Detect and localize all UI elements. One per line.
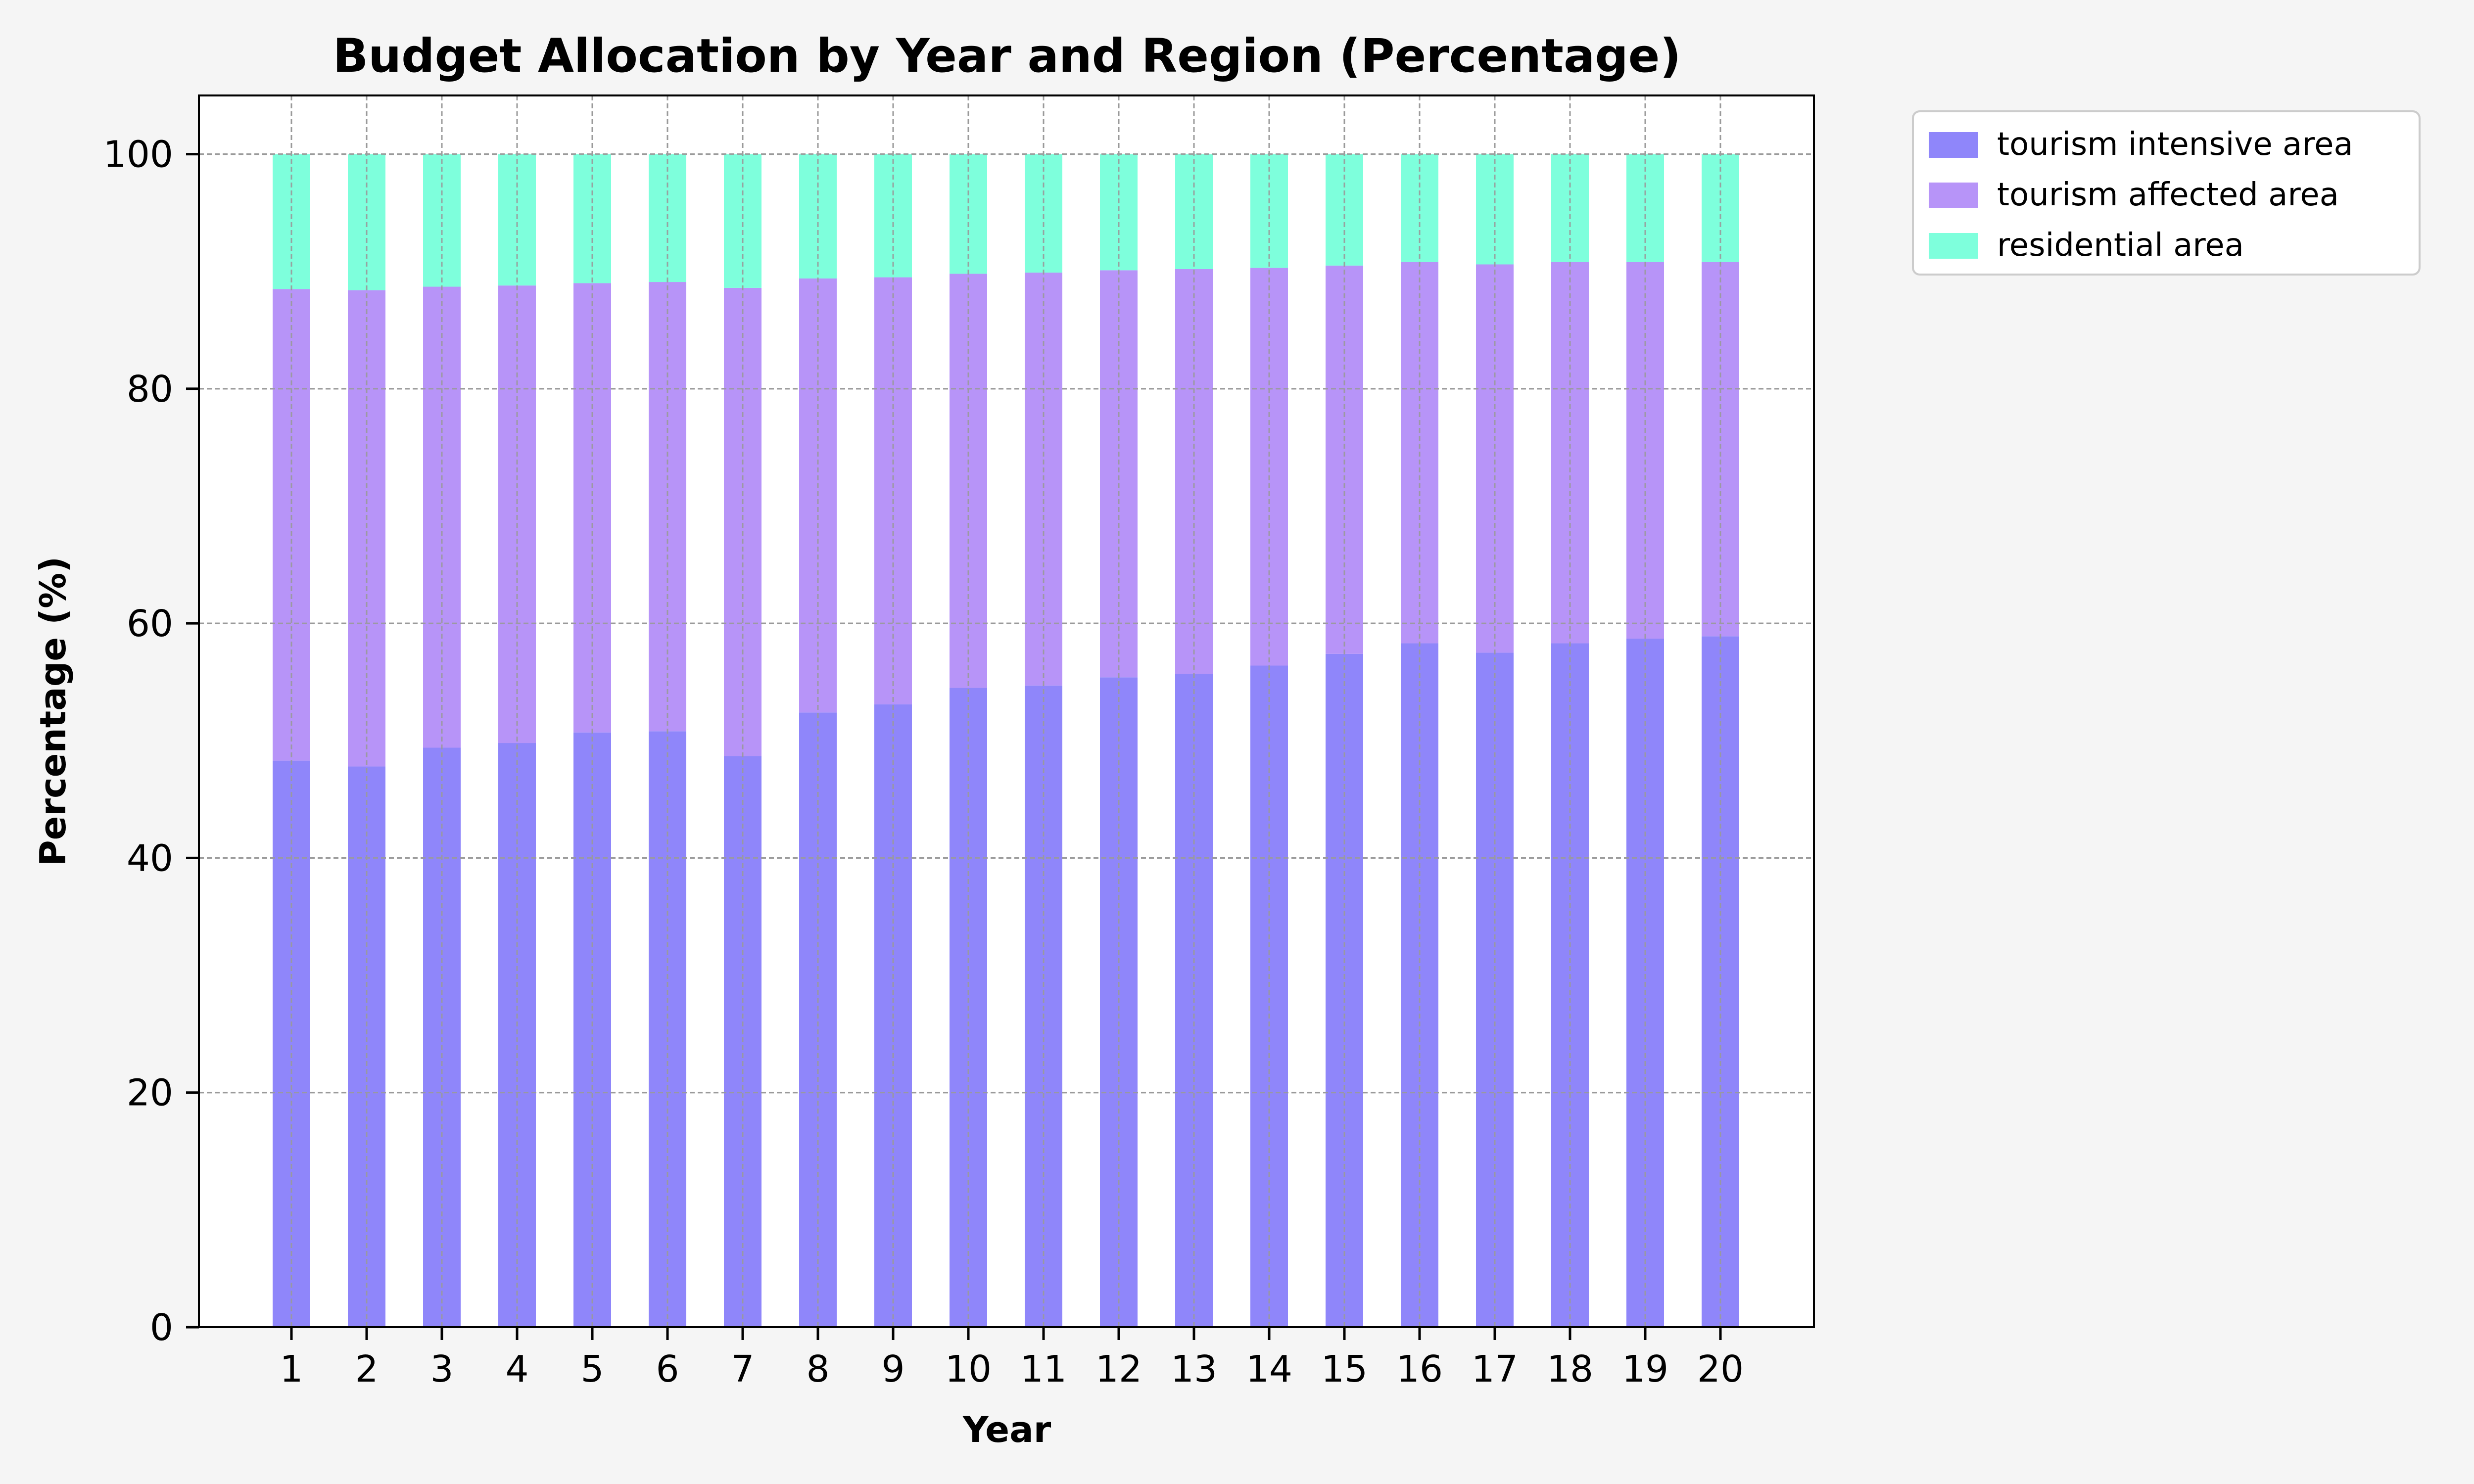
bar-tourism-intensive-area (1250, 665, 1288, 1327)
legend-label-tourism-intensive-area: tourism intensive area (1997, 126, 2353, 163)
legend-label-tourism-affected-area: tourism affected area (1997, 177, 2339, 213)
y-axis-label: Percentage (%) (32, 556, 74, 866)
x-tick-label: 3 (430, 1348, 453, 1391)
bar-tourism-affected-area (1100, 270, 1138, 678)
bar-tourism-intensive-area (273, 760, 310, 1327)
x-tick-label: 5 (580, 1348, 604, 1391)
y-tick-label: 100 (103, 134, 173, 176)
x-tick-label: 13 (1171, 1348, 1217, 1391)
x-tick-label: 18 (1547, 1348, 1593, 1391)
bar-tourism-affected-area (348, 290, 385, 767)
x-tick-label: 12 (1095, 1348, 1142, 1391)
x-tick-label: 4 (505, 1348, 528, 1391)
bar-residential-area (1025, 154, 1062, 273)
x-tick-label: 11 (1020, 1348, 1067, 1391)
bar-tourism-intensive-area (799, 712, 837, 1327)
x-tick-label: 16 (1396, 1348, 1443, 1391)
bar-residential-area (423, 154, 461, 287)
y-tick-label: 60 (127, 603, 173, 645)
x-axis: 1 2 3 4 5 6 7 8 9 10 11 12 13 14 15 16 17 18 19 20 (280, 1327, 1744, 1391)
x-tick-label: 20 (1697, 1348, 1744, 1391)
legend-label-residential-area: residential area (1997, 227, 2244, 264)
y-tick-label: 80 (127, 368, 173, 411)
bar-residential-area (1100, 154, 1138, 271)
x-tick-label: 10 (945, 1348, 992, 1391)
bar-residential-area (724, 154, 761, 288)
x-tick-label: 6 (656, 1348, 679, 1391)
chart-title: Budget Allocation by Year and Region (Pe… (333, 29, 1681, 83)
plot-frame (198, 94, 1815, 1328)
legend: tourism intensive area tourism affected a… (1912, 110, 2421, 276)
x-tick-label: 1 (280, 1348, 303, 1391)
legend-swatch-residential-area (1929, 233, 1978, 259)
y-tick-label: 40 (127, 837, 173, 880)
legend-box (1912, 110, 2421, 276)
legend-swatch-tourism-intensive-area (1929, 132, 1978, 158)
bar-tourism-affected-area (874, 277, 912, 704)
bar-residential-area (273, 154, 310, 289)
x-tick-label: 8 (806, 1348, 829, 1391)
x-tick-label: 2 (355, 1348, 378, 1391)
bar-tourism-affected-area (1626, 262, 1664, 639)
x-tick-label: 17 (1472, 1348, 1518, 1391)
x-tick-label: 14 (1246, 1348, 1292, 1391)
y-tick-label: 20 (127, 1072, 173, 1114)
x-tick-label: 7 (731, 1348, 754, 1391)
x-tick-label: 19 (1622, 1348, 1668, 1391)
legend-swatch-tourism-affected-area (1929, 183, 1978, 208)
x-axis-label: Year (962, 1409, 1051, 1450)
x-tick-label: 15 (1321, 1348, 1368, 1391)
y-tick-label: 0 (150, 1306, 173, 1349)
plot-area (199, 95, 1814, 1327)
x-tick-label: 9 (881, 1348, 904, 1391)
y-axis: 0 20 40 60 80 100 (103, 134, 199, 1349)
